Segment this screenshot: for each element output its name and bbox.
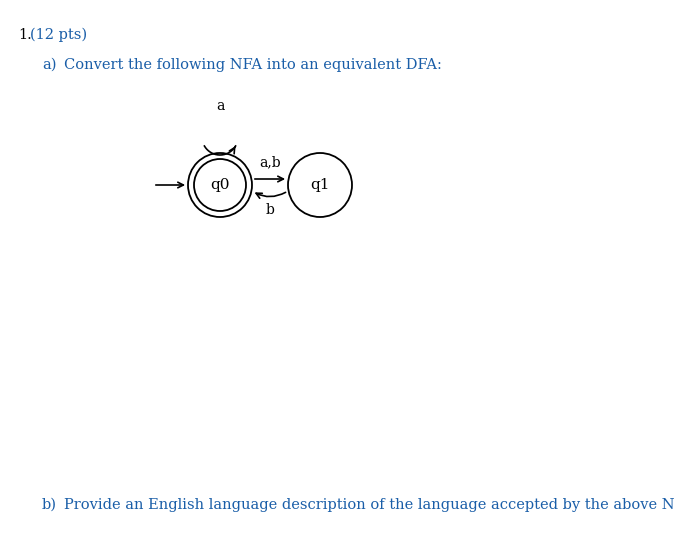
Text: (12 pts): (12 pts) xyxy=(30,28,87,43)
Text: q0: q0 xyxy=(210,178,230,192)
Text: q1: q1 xyxy=(310,178,330,192)
Text: a,b: a,b xyxy=(259,155,281,169)
Text: b): b) xyxy=(42,498,57,512)
Text: Provide an English language description of the language accepted by the above NF: Provide an English language description … xyxy=(64,498,674,512)
Text: a): a) xyxy=(42,58,57,72)
Text: 1.: 1. xyxy=(18,28,32,42)
Text: Convert the following NFA into an equivalent DFA:: Convert the following NFA into an equiva… xyxy=(64,58,442,72)
Text: b: b xyxy=(266,203,274,217)
Text: a: a xyxy=(216,99,224,113)
